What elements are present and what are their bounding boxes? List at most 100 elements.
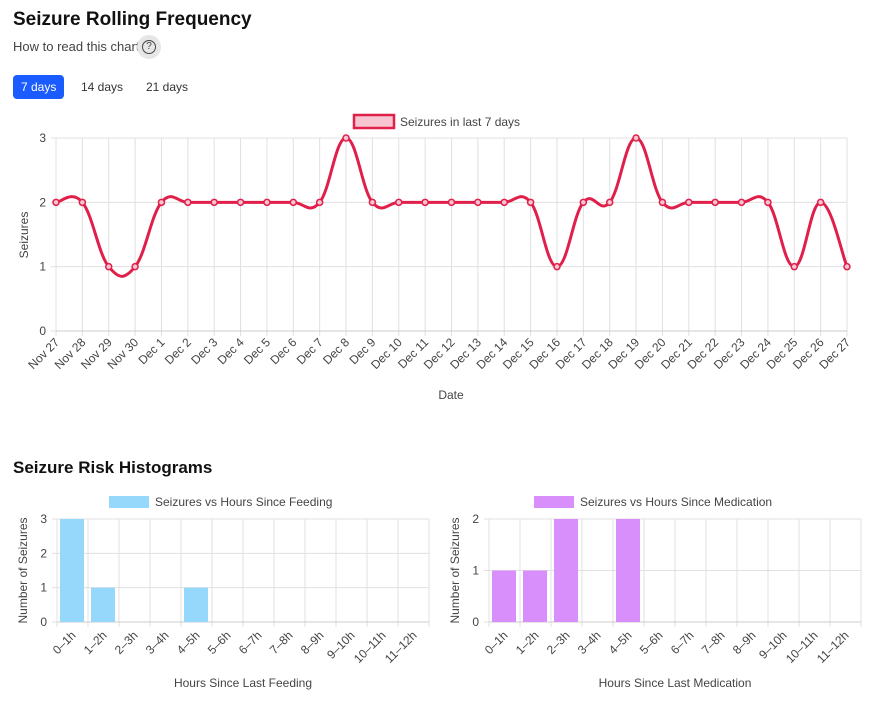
data-point	[605, 198, 614, 207]
feeding-x-tick-label: 10–11h	[351, 628, 389, 666]
tab-21-days[interactable]: 21 days	[146, 80, 189, 94]
legend-label: Seizures in last 7 days	[400, 115, 520, 129]
data-point	[263, 198, 271, 207]
data-point	[790, 262, 799, 271]
medication-x-tick-label: 8–9h	[730, 628, 759, 657]
medication-x-tick-label: 3–4h	[575, 628, 604, 657]
x-tick-label: Dec 7	[294, 335, 326, 367]
feeding-x-tick-label: 11–12h	[382, 628, 420, 666]
feeding-x-tick-label: 7–8h	[267, 628, 296, 657]
medication-x-tick-label: 7–8h	[699, 628, 728, 657]
feeding-x-tick-label: 8–9h	[298, 628, 327, 657]
data-point	[711, 198, 719, 207]
data-point	[210, 198, 218, 207]
medication-x-tick-label: 6–7h	[668, 628, 697, 657]
question-circle-icon: ?	[142, 40, 156, 54]
y-tick-label: 2	[39, 195, 46, 209]
feeding-legend-swatch	[109, 496, 149, 508]
medication-y-tick-label: 1	[472, 564, 479, 578]
feeding-x-tick-label: 1–2h	[81, 628, 110, 657]
feeding-x-tick-label: 3–4h	[143, 628, 172, 657]
feeding-x-tick-label: 5–6h	[205, 628, 234, 657]
data-point	[685, 198, 693, 207]
data-point	[526, 198, 535, 207]
medication-x-axis-title: Hours Since Last Medication	[599, 676, 752, 690]
feeding-y-axis-title: Number of Seizures	[16, 517, 30, 623]
data-point	[553, 262, 561, 271]
feeding-bar	[184, 587, 208, 622]
feeding-x-tick-label: 2–3h	[112, 628, 141, 657]
feeding-x-axis-title: Hours Since Last Feeding	[174, 676, 312, 690]
y-tick-label: 3	[39, 131, 46, 145]
data-point	[579, 198, 588, 207]
data-point	[474, 198, 482, 207]
data-point	[421, 198, 429, 207]
medication-x-tick-label: 0–1h	[482, 628, 511, 657]
data-point	[342, 134, 350, 142]
data-point	[315, 198, 324, 207]
data-point	[236, 198, 245, 207]
tab-14-days[interactable]: 14 days	[81, 80, 124, 94]
medication-x-tick-label: 5–6h	[637, 628, 666, 657]
data-point	[500, 198, 508, 207]
y-tick-label: 0	[39, 324, 46, 338]
data-point	[157, 198, 166, 207]
feeding-y-tick-label: 1	[40, 581, 47, 595]
data-point	[764, 198, 772, 207]
x-tick-label: Dec 4	[215, 335, 247, 367]
medication-y-tick-label: 2	[472, 512, 479, 526]
feeding-bar	[91, 587, 115, 622]
data-point	[632, 134, 640, 142]
feeding-y-tick-label: 2	[40, 546, 47, 560]
y-tick-label: 1	[39, 260, 46, 274]
medication-x-tick-label: 2–3h	[544, 628, 573, 657]
legend-swatch	[352, 113, 396, 130]
feeding-x-tick-label: 4–5h	[174, 628, 203, 657]
data-point	[104, 262, 113, 271]
medication-bar	[554, 519, 578, 622]
data-point	[368, 198, 377, 207]
data-point	[395, 198, 403, 207]
how-to-read-label: How to read this chart	[13, 39, 140, 54]
x-tick-label: Dec 3	[188, 335, 220, 367]
medication-x-tick-label: 1–2h	[513, 628, 542, 657]
data-point	[131, 262, 139, 271]
feeding-y-tick-label: 3	[40, 512, 47, 526]
feeding-x-tick-label: 6–7h	[236, 628, 265, 657]
medication-y-axis-title: Number of Seizures	[448, 517, 462, 623]
histograms-title: Seizure Risk Histograms	[13, 458, 213, 477]
medication-x-tick-label: 4–5h	[606, 628, 635, 657]
x-tick-label: Dec 8	[320, 335, 352, 367]
feeding-bar	[60, 519, 84, 622]
data-point	[52, 198, 60, 207]
medication-bar	[616, 519, 640, 622]
data-point	[289, 198, 298, 207]
feeding-legend-label: Seizures vs Hours Since Feeding	[155, 495, 332, 509]
medication-x-tick-label: 11–12h	[814, 628, 852, 666]
feeding-y-tick-label: 0	[40, 615, 47, 629]
data-point	[184, 198, 192, 207]
x-tick-label: Dec 6	[267, 335, 299, 367]
help-button[interactable]: ?	[137, 35, 161, 59]
data-point	[737, 198, 746, 207]
medication-legend-label: Seizures vs Hours Since Medication	[580, 495, 772, 509]
data-point	[447, 198, 456, 207]
page-title: Seizure Rolling Frequency	[13, 9, 252, 30]
data-point	[843, 262, 851, 271]
feeding-x-tick-label: 0–1h	[50, 628, 79, 657]
x-axis-title: Date	[438, 388, 464, 402]
data-point	[658, 198, 667, 207]
data-point	[816, 198, 825, 207]
x-tick-label: Dec 2	[162, 335, 194, 367]
medication-bar	[492, 570, 516, 622]
data-point	[78, 198, 87, 207]
medication-bar	[523, 570, 547, 622]
x-tick-label: Dec 5	[241, 335, 273, 367]
x-tick-label: Dec 1	[136, 335, 168, 367]
medication-x-tick-label: 10–11h	[783, 628, 821, 666]
medication-legend-swatch	[534, 496, 574, 508]
tab-7-days[interactable]: 7 days	[13, 75, 65, 99]
medication-y-tick-label: 0	[472, 615, 479, 629]
